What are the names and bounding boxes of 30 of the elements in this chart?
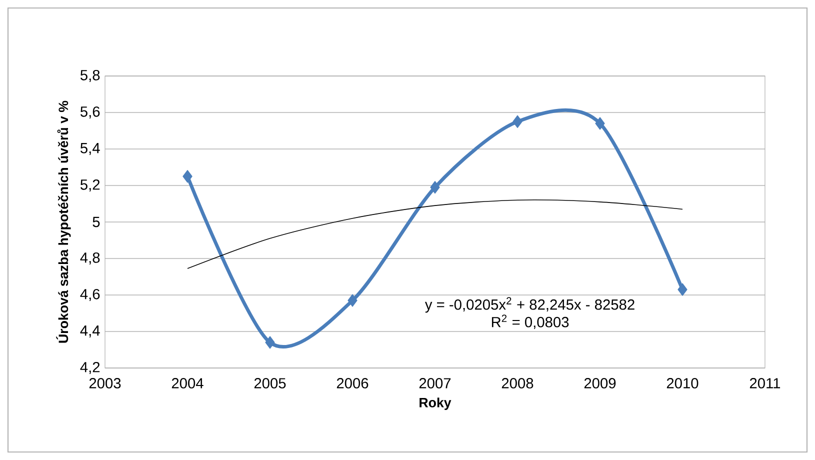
point [265,336,275,349]
point [348,294,358,307]
point [678,283,688,296]
y-tick-label: 5 [92,216,100,228]
x-tick-label: 2011 [750,378,780,388]
point [430,180,440,194]
x-tick-label: 2009 [584,378,616,388]
x-tick-label: 2004 [172,378,204,388]
annotation: R$^{2}$ = 0,0803 [492,314,569,330]
x-tick-label: 2007 [419,378,451,388]
annotation: y = -0,0205x$^{2}$ + 82,245x - 82582 [424,297,634,313]
y-tick-label: 5,4 [80,143,100,155]
y-tick-label: 5,6 [80,106,100,119]
point [512,115,522,128]
y-tick-label: 5,2 [80,179,100,192]
x-tick-label: 2003 [89,378,121,388]
y-tick-label: 4,4 [80,326,100,338]
y-tick-label: 4,8 [80,252,100,265]
point [595,117,605,130]
y-tick-label: 4,6 [80,288,100,302]
y-tick-label: 5,8 [80,70,100,82]
x-tick-label: 2006 [336,378,368,388]
x-tick-label: 2005 [254,378,286,388]
x-tick-label: 2008 [502,378,534,388]
line-series [187,200,683,269]
point [182,170,192,183]
y-axis-title: Úroková sazba hypotéčních úvěrů v % [56,100,71,343]
y-tick-label: 4,2 [80,362,100,374]
x-tick-label: 2010 [666,378,698,388]
x-axis-title: Roky [420,398,452,410]
